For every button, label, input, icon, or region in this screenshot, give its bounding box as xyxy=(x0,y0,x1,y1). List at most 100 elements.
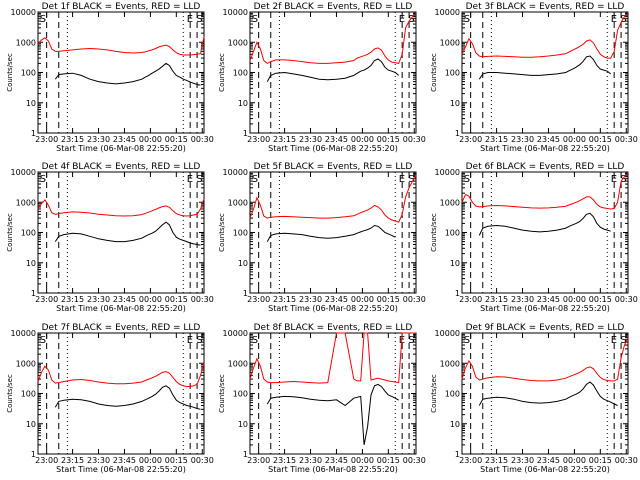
x-tick-label: 00:00 xyxy=(139,295,162,304)
x-tick-label: 23:00 xyxy=(459,295,482,304)
x-tick-label: 00:30 xyxy=(403,135,426,144)
x-tick-label: 00:30 xyxy=(615,135,638,144)
y-tick-label: 1 xyxy=(243,129,248,138)
y-tick-label: 100 xyxy=(21,69,36,78)
x-tick-label: 23:15 xyxy=(273,456,296,465)
chart-panel-9: Det 9f BLACK = Events, RED = LLD 1 10 100 10… xyxy=(430,323,638,474)
y-axis-label: Counts/sec xyxy=(6,53,14,92)
series-line-events xyxy=(266,58,400,82)
marker-label-s: S xyxy=(252,14,258,25)
marker-label-s: S xyxy=(464,14,470,25)
x-tick-label: 00:00 xyxy=(563,456,586,465)
marker-label-s: S xyxy=(620,335,626,346)
chart-title: Det 1f BLACK = Events, RED = LLD xyxy=(42,2,201,12)
y-tick-label: 1 xyxy=(31,129,36,138)
y-tick-label: 1 xyxy=(31,450,36,459)
x-axis-label: Start Time (06-Mar-08 22:55:20) xyxy=(268,304,398,313)
y-tick-label: 1000 xyxy=(228,359,248,368)
chart-panel-4: Det 4f BLACK = Events, RED = LLD 1 10 100 10… xyxy=(6,162,214,313)
series-line-events xyxy=(54,221,201,246)
marker-label-s: S xyxy=(40,174,46,185)
y-axis-label: Counts/sec xyxy=(6,213,14,252)
y-tick-label: 10000 xyxy=(223,168,248,177)
x-tick-label: 23:15 xyxy=(485,135,508,144)
y-tick-label: 1 xyxy=(455,450,460,459)
marker-label-s: S xyxy=(620,174,626,185)
chart-panel-7: Det 7f BLACK = Events, RED = LLD 1 10 100 10… xyxy=(6,323,214,474)
x-tick-label: 23:00 xyxy=(35,295,58,304)
marker-label-s: S xyxy=(196,174,202,185)
y-tick-label: 100 xyxy=(233,390,248,399)
x-tick-label: 23:45 xyxy=(537,295,560,304)
marker-label-e: E xyxy=(399,174,405,185)
x-tick-label: 00:00 xyxy=(351,456,374,465)
y-tick-label: 1000 xyxy=(440,38,460,47)
x-tick-label: 23:00 xyxy=(35,135,58,144)
x-tick-label: 23:00 xyxy=(247,456,270,465)
y-tick-label: 1000 xyxy=(228,38,248,47)
y-tick-label: 10000 xyxy=(11,329,36,338)
series-line-events xyxy=(478,212,611,236)
plot-frame xyxy=(249,171,417,294)
chart-title: Det 4f BLACK = Events, RED = LLD xyxy=(42,162,201,172)
series-line-lld xyxy=(37,198,205,217)
plot-frame xyxy=(461,332,629,455)
series-line-lld xyxy=(37,363,205,387)
series-line-events xyxy=(266,224,396,242)
x-tick-label: 00:30 xyxy=(615,295,638,304)
y-axis-label: Counts/sec xyxy=(218,53,226,92)
y-tick-label: 1000 xyxy=(440,359,460,368)
y-tick-label: 1 xyxy=(243,289,248,298)
y-tick-label: 100 xyxy=(21,390,36,399)
chart-panel-6: Det 6f BLACK = Events, RED = LLD 1 10 100 10… xyxy=(430,162,638,313)
y-tick-label: 10 xyxy=(238,420,248,429)
x-tick-label: 00:15 xyxy=(165,295,188,304)
x-tick-label: 23:15 xyxy=(273,295,296,304)
x-tick-label: 23:00 xyxy=(247,135,270,144)
series-line-events xyxy=(266,383,399,445)
y-tick-label: 10000 xyxy=(435,8,460,17)
y-tick-label: 100 xyxy=(445,69,460,78)
y-tick-label: 10000 xyxy=(435,168,460,177)
plot-frame xyxy=(37,332,205,455)
marker-label-s: S xyxy=(464,335,470,346)
x-tick-label: 23:45 xyxy=(537,135,560,144)
y-tick-label: 10000 xyxy=(11,8,36,17)
x-tick-label: 23:45 xyxy=(325,135,348,144)
y-tick-label: 1000 xyxy=(16,38,36,47)
x-tick-label: 23:30 xyxy=(299,295,322,304)
x-tick-label: 23:30 xyxy=(87,295,110,304)
x-tick-label: 23:15 xyxy=(61,456,84,465)
y-tick-label: 10000 xyxy=(223,8,248,17)
y-tick-label: 10000 xyxy=(435,329,460,338)
y-tick-label: 10 xyxy=(450,420,460,429)
x-tick-label: 23:30 xyxy=(299,456,322,465)
x-tick-label: 00:00 xyxy=(351,135,374,144)
chart-title: Det 8f BLACK = Events, RED = LLD xyxy=(254,323,413,333)
marker-label-s: S xyxy=(40,14,46,25)
x-tick-label: 00:15 xyxy=(165,456,188,465)
x-tick-label: 00:00 xyxy=(351,295,374,304)
series-line-events xyxy=(54,385,201,410)
y-axis-label: Counts/sec xyxy=(218,213,226,252)
chart-panel-2: Det 2f BLACK = Events, RED = LLD 1 10 100 10… xyxy=(218,2,426,153)
chart-title: Det 5f BLACK = Events, RED = LLD xyxy=(254,162,413,172)
x-axis-label: Start Time (06-Mar-08 22:55:20) xyxy=(268,144,398,153)
chart-title: Det 9f BLACK = Events, RED = LLD xyxy=(466,323,625,333)
marker-label-s: S xyxy=(196,14,202,25)
y-tick-label: 1000 xyxy=(440,198,460,207)
plot-frame xyxy=(249,11,417,134)
chart-panel-8: Det 8f BLACK = Events, RED = LLD 1 10 100 10… xyxy=(218,323,426,474)
x-tick-label: 23:45 xyxy=(113,295,136,304)
marker-label-e: E xyxy=(187,14,193,25)
series-line-lld xyxy=(461,13,629,59)
x-tick-label: 23:30 xyxy=(299,135,322,144)
x-tick-label: 23:45 xyxy=(325,456,348,465)
y-tick-label: 1 xyxy=(243,450,248,459)
marker-label-e: E xyxy=(399,14,405,25)
chart-title: Det 6f BLACK = Events, RED = LLD xyxy=(466,162,625,172)
chart-title: Det 2f BLACK = Events, RED = LLD xyxy=(254,2,413,12)
y-tick-label: 1000 xyxy=(16,198,36,207)
x-tick-label: 23:30 xyxy=(87,135,110,144)
